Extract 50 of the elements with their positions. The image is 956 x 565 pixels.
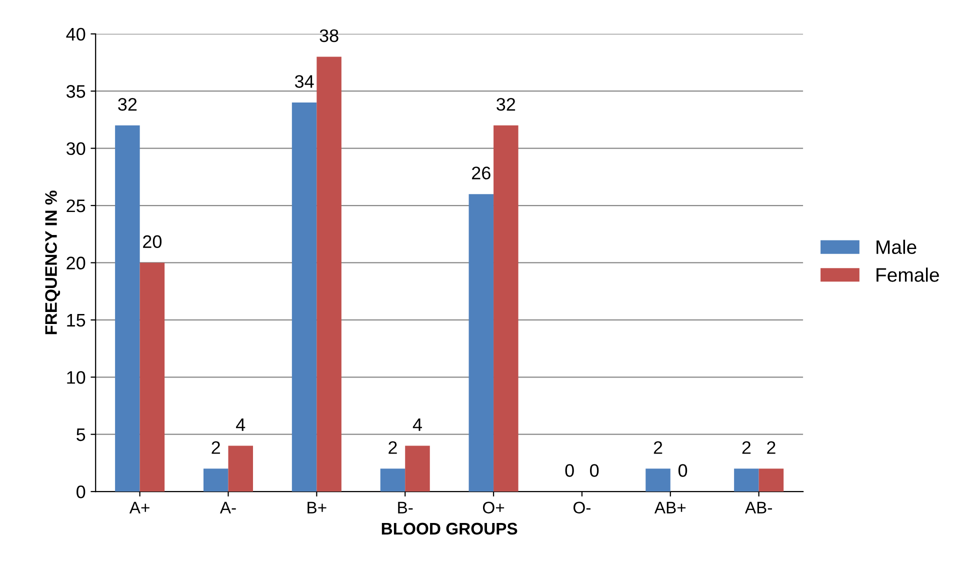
data-label: 0 (678, 464, 688, 477)
y-tick-label: 10 (67, 371, 86, 384)
data-label: 20 (143, 235, 162, 248)
y-axis-title: FREQUENCY IN % (45, 190, 60, 334)
x-tick-label: O- (574, 502, 590, 514)
data-label: 38 (320, 29, 338, 42)
bar (468, 194, 494, 492)
bar (115, 125, 140, 492)
bar (494, 125, 518, 492)
data-label: 34 (294, 75, 314, 88)
data-label: 4 (412, 418, 422, 431)
y-tick-label: 15 (67, 314, 86, 327)
data-label: 2 (212, 441, 220, 454)
x-tick-label: AB+ (654, 502, 686, 514)
data-label: 32 (118, 98, 137, 111)
bar (292, 102, 317, 492)
data-label: 0 (565, 464, 574, 477)
y-tick-label: 30 (66, 142, 86, 156)
bar (646, 468, 670, 492)
bar (734, 468, 759, 492)
data-label: 4 (236, 418, 246, 431)
bar (203, 468, 228, 492)
legend-label: Female (876, 268, 939, 282)
legend-label: Male (876, 240, 916, 254)
bar (758, 468, 784, 492)
bar (405, 446, 430, 492)
data-label: 2 (742, 441, 751, 454)
x-tick-label: B+ (308, 502, 326, 514)
data-label: 32 (496, 98, 516, 111)
y-tick-label: 40 (66, 28, 86, 41)
bar (316, 56, 342, 492)
y-tick-label: 5 (76, 428, 86, 442)
x-tick-label: O+ (482, 502, 504, 514)
data-label: 2 (654, 441, 662, 454)
x-tick-label: AB- (744, 502, 772, 514)
y-tick-label: 35 (66, 85, 86, 98)
data-label: 26 (472, 166, 490, 180)
bar (228, 446, 254, 492)
x-axis-title: BLOOD GROUPS (382, 522, 518, 535)
x-tick-label: B- (398, 502, 413, 514)
data-label: 2 (388, 441, 397, 454)
y-tick-label: 20 (66, 256, 86, 270)
y-tick-label: 0 (76, 485, 86, 498)
bar (140, 262, 165, 492)
y-tick-label: 25 (66, 199, 86, 212)
bar (380, 468, 406, 492)
data-label: 0 (590, 464, 599, 477)
data-label: 2 (767, 441, 776, 454)
x-tick-label: A+ (129, 502, 150, 514)
x-tick-label: A- (220, 502, 236, 514)
